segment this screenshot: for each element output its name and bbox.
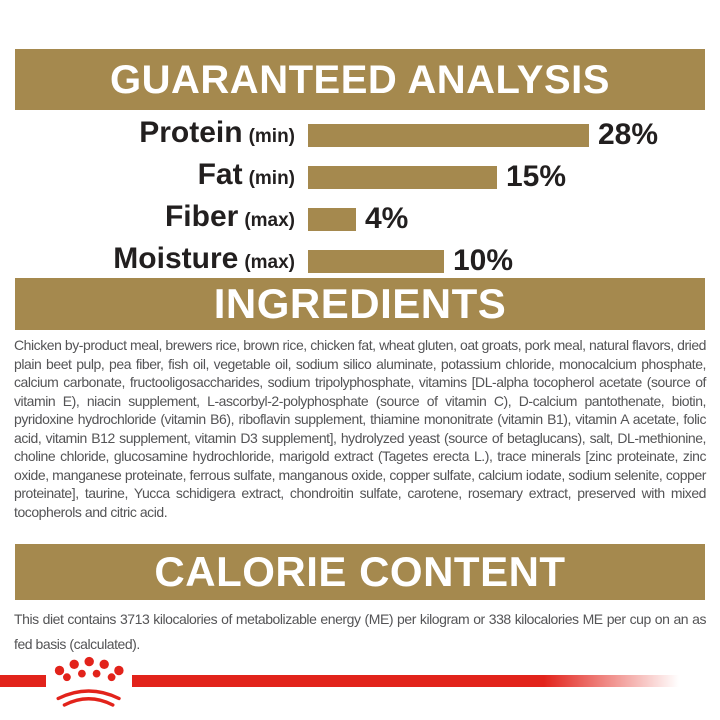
ingredients-banner: INGREDIENTS — [15, 278, 705, 330]
guaranteed-analysis-chart: Protein (min) 28% Fat (min) 15% Fiber (max) 4% Mo… — [0, 0, 720, 300]
royal-canin-crown-icon — [54, 656, 124, 707]
guaranteed-analysis-banner: GUARANTEED ANALYSIS — [15, 49, 705, 110]
ingredients-title: INGREDIENTS — [213, 280, 507, 327]
footer-divider-left — [0, 675, 46, 687]
calorie-content-text: This diet contains 3713 kilocalories of … — [14, 611, 706, 652]
analysis-row: Fiber (max) 4% — [0, 200, 720, 235]
analysis-label: Fat (min) — [197, 158, 295, 191]
analysis-bar — [308, 207, 356, 231]
guaranteed-analysis-title: GUARANTEED ANALYSIS — [110, 57, 610, 102]
calorie-content-banner: CALORIE CONTENT — [15, 544, 705, 600]
analysis-value: 10% — [453, 244, 514, 277]
analysis-bar — [308, 123, 589, 147]
calorie-content-title: CALORIE CONTENT — [154, 548, 566, 595]
analysis-value: 15% — [506, 160, 567, 193]
analysis-row: Moisture (max) 10% — [0, 242, 720, 277]
analysis-label: Fiber (max) — [164, 200, 295, 233]
footer-divider-right — [132, 675, 720, 687]
analysis-row: Fat (min) 15% — [0, 158, 720, 193]
analysis-label: Moisture (max) — [113, 242, 295, 275]
analysis-value: 4% — [365, 202, 409, 235]
ingredients-text: Chicken by-product meal, brewers rice, b… — [14, 337, 706, 520]
analysis-bar — [308, 165, 497, 189]
analysis-label: Protein (min) — [139, 116, 295, 149]
analysis-value: 28% — [598, 118, 659, 151]
analysis-bar — [308, 249, 444, 273]
analysis-row: Protein (min) 28% — [0, 116, 720, 151]
